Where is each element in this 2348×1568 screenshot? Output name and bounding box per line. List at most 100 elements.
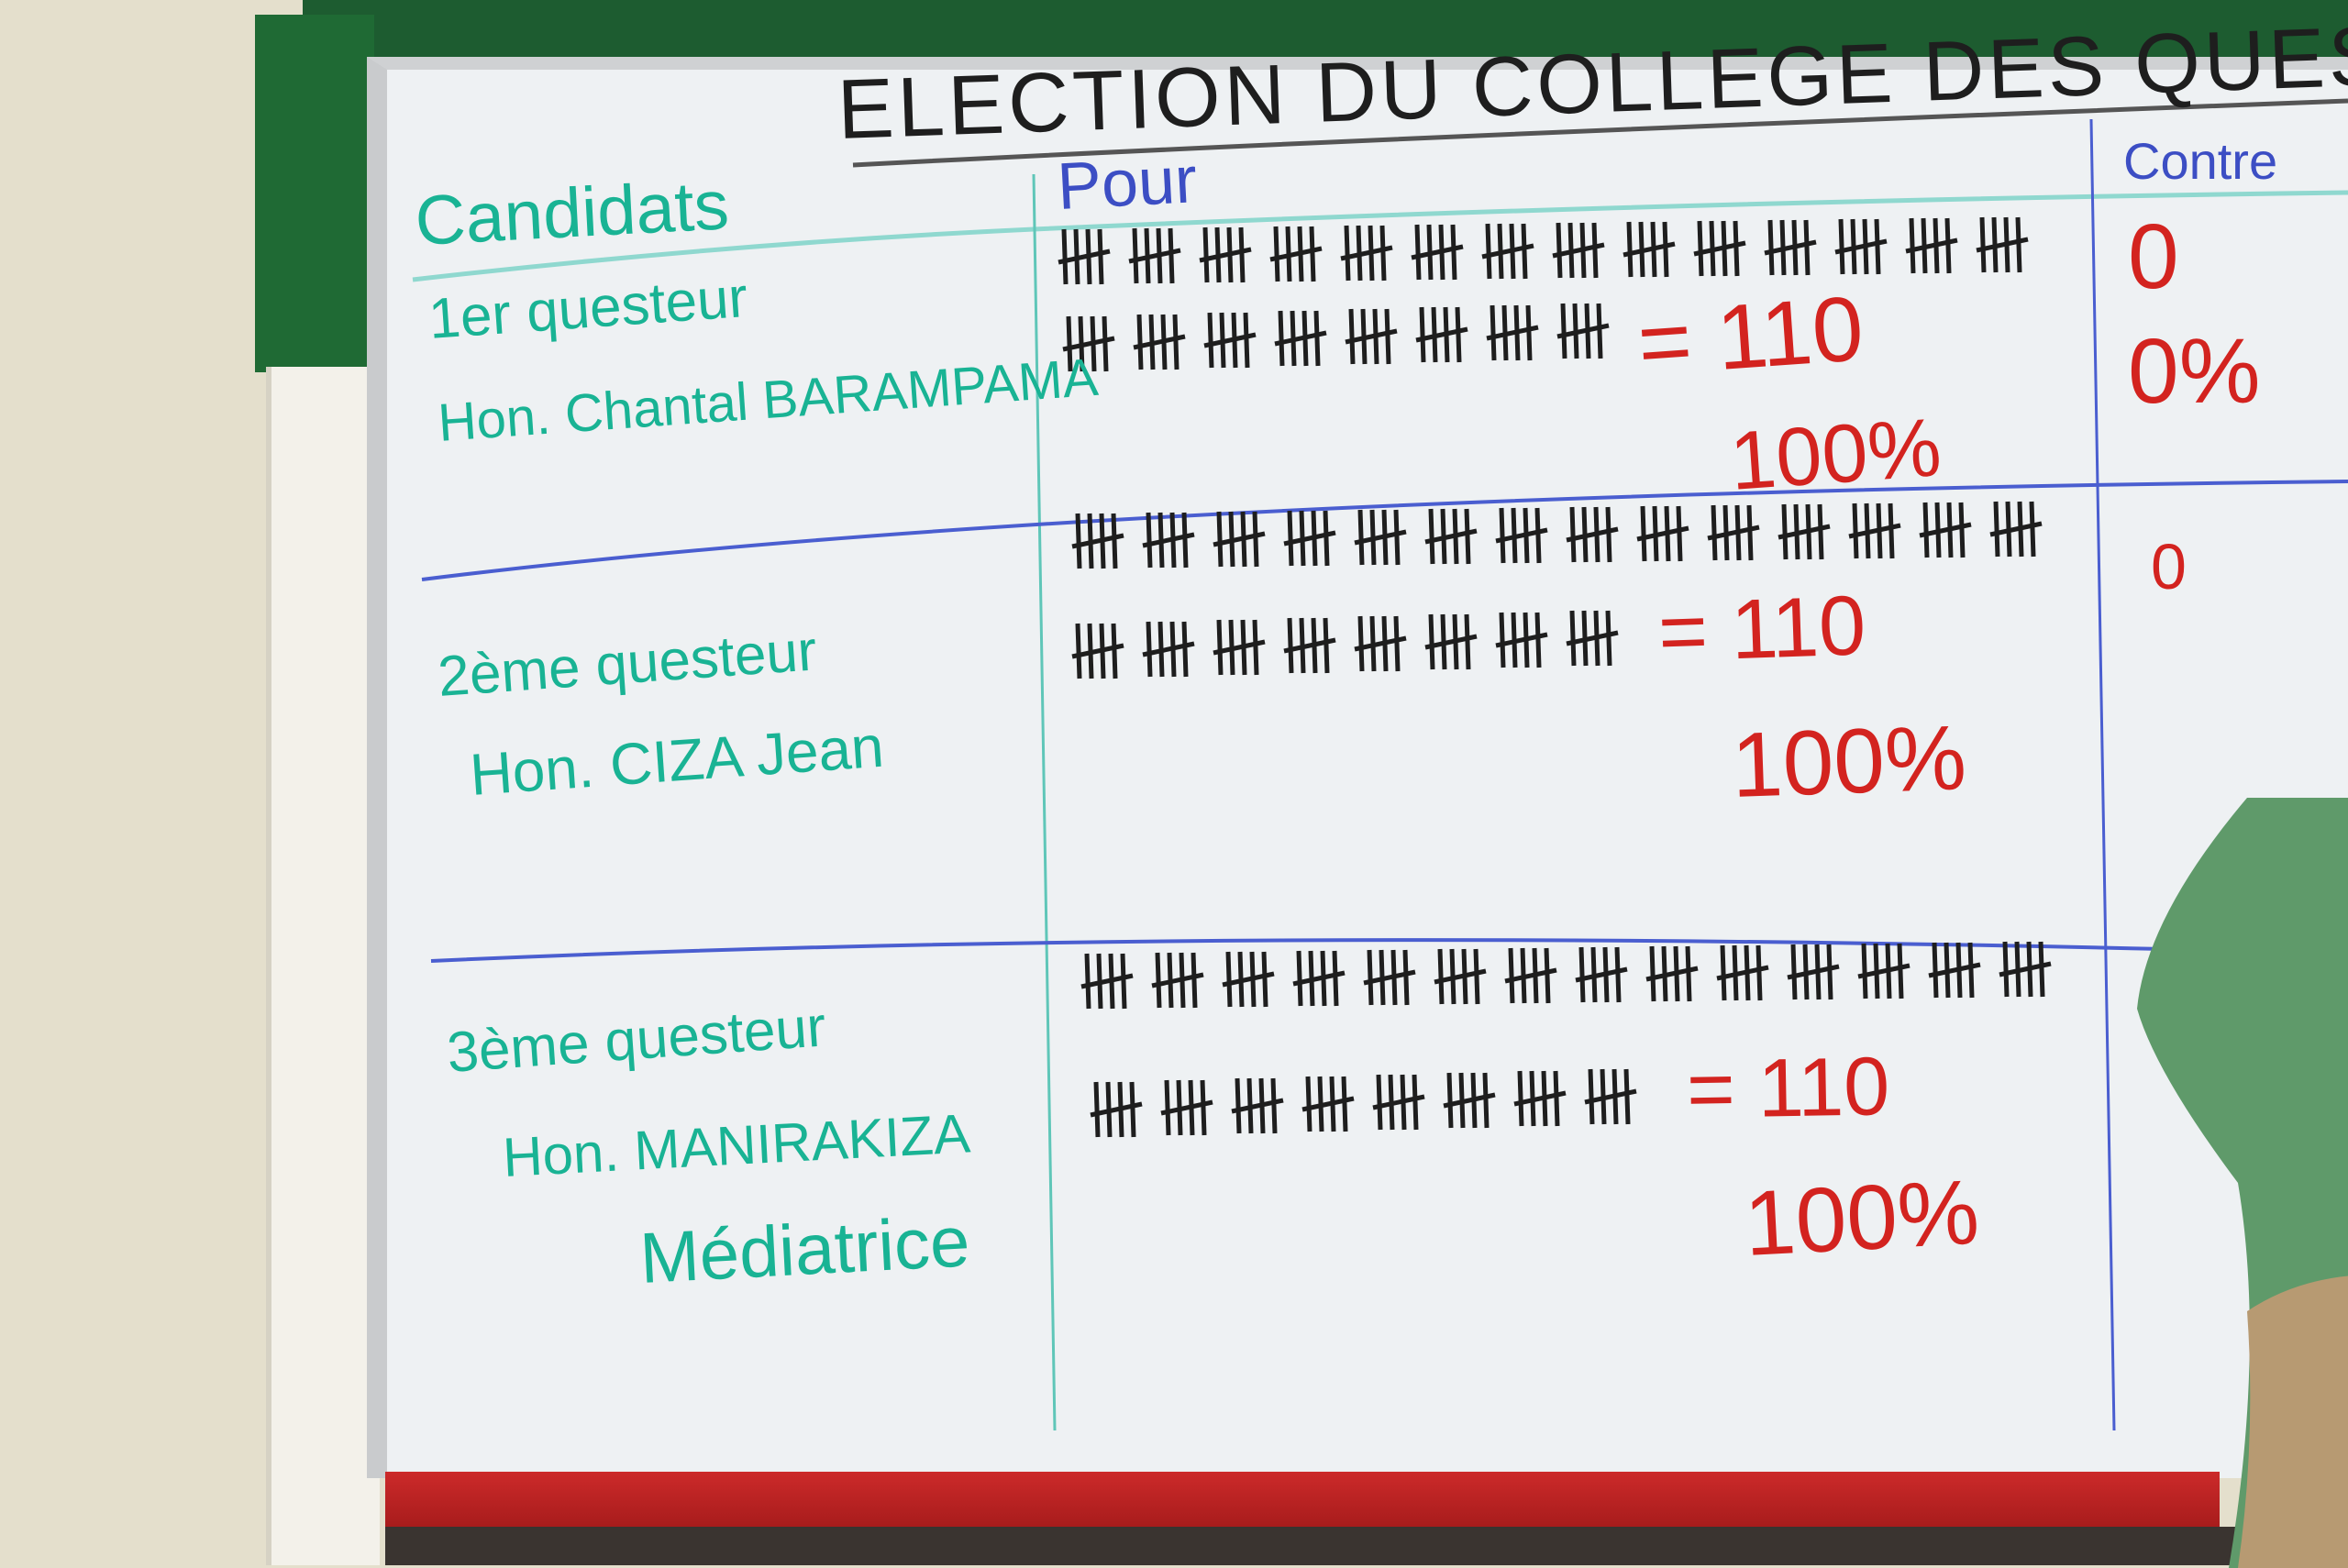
tally-group — [1213, 511, 1266, 568]
tally-group — [1636, 505, 1689, 562]
tally-mark — [1437, 948, 1445, 1005]
tally-mark — [1181, 512, 1189, 569]
tally-group — [1764, 219, 1817, 276]
tally-mark — [1093, 1081, 1101, 1138]
tally-strike — [1575, 966, 1628, 983]
tally-strike — [1283, 637, 1336, 654]
tally-strike — [1495, 632, 1548, 648]
tally-group — [1411, 224, 1464, 281]
tally-mark — [1225, 951, 1233, 1008]
tally-mark — [1922, 502, 1930, 558]
tally-mark — [1967, 942, 1975, 999]
tally-mark — [1623, 1068, 1631, 1125]
tally-group — [1080, 953, 1134, 1010]
tally-mark — [1296, 950, 1303, 1007]
tally-group — [1128, 227, 1181, 284]
tally-mark — [1446, 1072, 1454, 1129]
tally-mark — [1733, 220, 1740, 277]
tally-mark — [1499, 507, 1506, 564]
tally-strike — [1274, 330, 1327, 347]
tally-mark — [1464, 613, 1471, 670]
tally-mark — [1790, 944, 1798, 1000]
tally-strike — [1071, 643, 1124, 659]
tally-strike — [1919, 522, 1972, 538]
tally-strike — [1222, 971, 1275, 988]
tally-strike — [1142, 532, 1195, 548]
tally-mark — [1569, 506, 1577, 563]
tally-group — [1071, 513, 1124, 569]
tally-strike — [1552, 242, 1605, 259]
header-line — [1033, 190, 2348, 232]
tally-group — [1203, 312, 1257, 369]
tally-mark — [1817, 503, 1824, 560]
tally-group — [1133, 314, 1186, 370]
tally-strike — [1716, 965, 1769, 981]
tally-mark — [1578, 946, 1586, 1003]
tally-mark — [1874, 218, 1881, 275]
against-count: 0 — [2128, 205, 2179, 308]
tally-strike — [1128, 248, 1181, 264]
tally-strike — [1058, 248, 1111, 265]
tally-mark — [1534, 612, 1542, 668]
row-divider-2 — [430, 938, 2165, 963]
tally-group — [1778, 503, 1831, 560]
tally-strike — [1707, 525, 1760, 541]
tally-group — [1623, 221, 1676, 278]
tally-mark — [1216, 511, 1224, 568]
tally-strike — [1495, 527, 1548, 544]
tally-mark — [1216, 619, 1224, 676]
tally-mark — [1781, 503, 1789, 560]
tally-mark — [1313, 310, 1321, 367]
tally-strike — [1199, 247, 1252, 263]
tally-group — [1424, 508, 1478, 565]
tally-mark — [1379, 225, 1387, 282]
tally-mark — [1560, 303, 1567, 359]
tally-mark — [1102, 315, 1109, 372]
column-header-against: Contre — [2123, 132, 2278, 190]
tally-strike — [1989, 521, 2043, 537]
against-percent: 0% — [2128, 320, 2261, 423]
tally-group — [1231, 1077, 1284, 1134]
vote-percent: 100% — [1730, 706, 1968, 817]
tally-mark — [1172, 314, 1180, 370]
tally-mark — [1697, 220, 1704, 277]
tally-group — [1340, 225, 1393, 282]
tally-strike — [1976, 237, 2029, 253]
tally-strike — [1566, 630, 1619, 646]
tally-group — [1566, 610, 1619, 667]
tally-group — [1372, 1074, 1425, 1131]
tally-group — [1495, 507, 1548, 564]
tally-group — [1415, 306, 1468, 363]
tally-mark — [1485, 223, 1492, 280]
column-divider-right — [2089, 118, 2116, 1431]
tally-mark — [1553, 1070, 1560, 1127]
header-line-left — [412, 226, 1035, 282]
tally-mark — [1243, 312, 1250, 369]
tally-mark — [1720, 944, 1727, 1001]
vote-percent: 100% — [1727, 402, 1944, 508]
tally-group — [1848, 502, 1901, 559]
tally-mark — [1517, 1070, 1524, 1127]
board-frame-green — [255, 15, 374, 372]
tally-group — [1269, 226, 1323, 282]
tally-mark — [1323, 510, 1330, 567]
tally-strike — [1071, 533, 1124, 549]
tally-group — [1199, 226, 1252, 283]
tally-group — [1693, 220, 1746, 277]
tally-group — [1513, 1070, 1567, 1127]
tally-strike — [1340, 245, 1393, 261]
tally-strike — [1556, 323, 1610, 339]
tally-mark — [1993, 501, 2000, 558]
tally-group — [1857, 943, 1911, 999]
tally-mark — [1544, 947, 1551, 1004]
tally-group — [1283, 617, 1336, 674]
tally-mark — [1614, 946, 1622, 1003]
tally-group — [1345, 308, 1398, 365]
tally-mark — [1287, 510, 1294, 567]
tally-group — [1354, 615, 1407, 672]
background-people — [385, 1527, 2348, 1565]
tally-group — [1716, 944, 1769, 1001]
tally-strike — [1623, 241, 1676, 258]
tally-group — [1787, 944, 1840, 1000]
tally-mark — [1640, 505, 1647, 562]
